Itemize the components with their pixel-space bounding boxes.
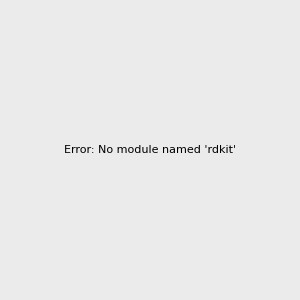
- Text: Error: No module named 'rdkit': Error: No module named 'rdkit': [64, 145, 236, 155]
